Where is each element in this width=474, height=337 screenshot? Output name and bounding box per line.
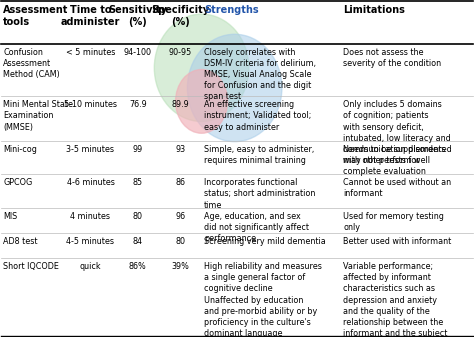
Text: 89.9: 89.9 (172, 100, 189, 109)
Text: 93: 93 (175, 145, 185, 154)
Text: 86: 86 (175, 178, 185, 187)
Text: Does not assess the
severity of the condition: Does not assess the severity of the cond… (343, 48, 441, 68)
Ellipse shape (155, 14, 249, 122)
Ellipse shape (187, 34, 282, 142)
Text: Screening very mild dementia: Screening very mild dementia (204, 237, 326, 246)
Text: 4-5 minutes: 4-5 minutes (66, 237, 115, 246)
Text: Better used with informant: Better used with informant (343, 237, 452, 246)
Text: Time to
administer: Time to administer (61, 5, 120, 27)
Text: Short IQCODE: Short IQCODE (3, 262, 59, 271)
Text: Sensitivity
(%): Sensitivity (%) (108, 5, 167, 27)
Text: 80: 80 (175, 237, 185, 246)
Text: An effective screening
instrument; Validated tool;
easy to administer: An effective screening instrument; Valid… (204, 100, 311, 131)
Text: Closely correlates with
DSM-IV criteria for delirium,
MMSE, Visual Analog Scale
: Closely correlates with DSM-IV criteria … (204, 48, 316, 101)
Text: Mini-cog: Mini-cog (3, 145, 37, 154)
Text: Age, education, and sex
did not significantly affect
performance: Age, education, and sex did not signific… (204, 212, 309, 243)
Text: 80: 80 (133, 212, 143, 220)
Text: 39%: 39% (171, 262, 189, 271)
Text: Mini Mental State
Examination
(MMSE): Mini Mental State Examination (MMSE) (3, 100, 73, 131)
Text: 99: 99 (133, 145, 143, 154)
Text: Needs to be supplemented
with other tests for
complete evaluation: Needs to be supplemented with other test… (343, 145, 452, 176)
Text: Variable performance;
affected by informant
characteristics such as
depression a: Variable performance; affected by inform… (343, 262, 448, 337)
Text: Incorporates functional
status; short administration
time: Incorporates functional status; short ad… (204, 178, 315, 210)
Ellipse shape (175, 69, 228, 133)
Text: 96: 96 (175, 212, 185, 220)
Text: Strengths: Strengths (204, 5, 258, 15)
Text: < 5 minutes: < 5 minutes (66, 48, 115, 57)
Text: Simple, easy to administer,
requires minimal training: Simple, easy to administer, requires min… (204, 145, 314, 165)
Text: 85: 85 (133, 178, 143, 187)
Text: Used for memory testing
only: Used for memory testing only (343, 212, 444, 232)
Text: 4 minutes: 4 minutes (71, 212, 110, 220)
Text: 76.9: 76.9 (129, 100, 146, 109)
Text: Confusion
Assessment
Method (CAM): Confusion Assessment Method (CAM) (3, 48, 60, 79)
Text: Cannot be used without an
informant: Cannot be used without an informant (343, 178, 451, 198)
Text: Specificity
(%): Specificity (%) (151, 5, 210, 27)
Text: Assessment
tools: Assessment tools (3, 5, 68, 27)
Text: 84: 84 (133, 237, 143, 246)
Text: Only includes 5 domains
of cognition; patients
with sensory deficit,
intubated, : Only includes 5 domains of cognition; pa… (343, 100, 451, 165)
Text: 90-95: 90-95 (169, 48, 192, 57)
Text: AD8 test: AD8 test (3, 237, 37, 246)
Text: 4-6 minutes: 4-6 minutes (66, 178, 114, 187)
Text: 3-5 minutes: 3-5 minutes (66, 145, 115, 154)
Text: quick: quick (80, 262, 101, 271)
Text: GPCOG: GPCOG (3, 178, 32, 187)
Text: Limitations: Limitations (343, 5, 405, 15)
Text: 86%: 86% (129, 262, 146, 271)
Text: 5-10 minutes: 5-10 minutes (64, 100, 117, 109)
Text: 94-100: 94-100 (124, 48, 152, 57)
Text: High reliability and measures
a single general factor of
cognitive decline
Unaff: High reliability and measures a single g… (204, 262, 322, 337)
Text: MIS: MIS (3, 212, 18, 220)
